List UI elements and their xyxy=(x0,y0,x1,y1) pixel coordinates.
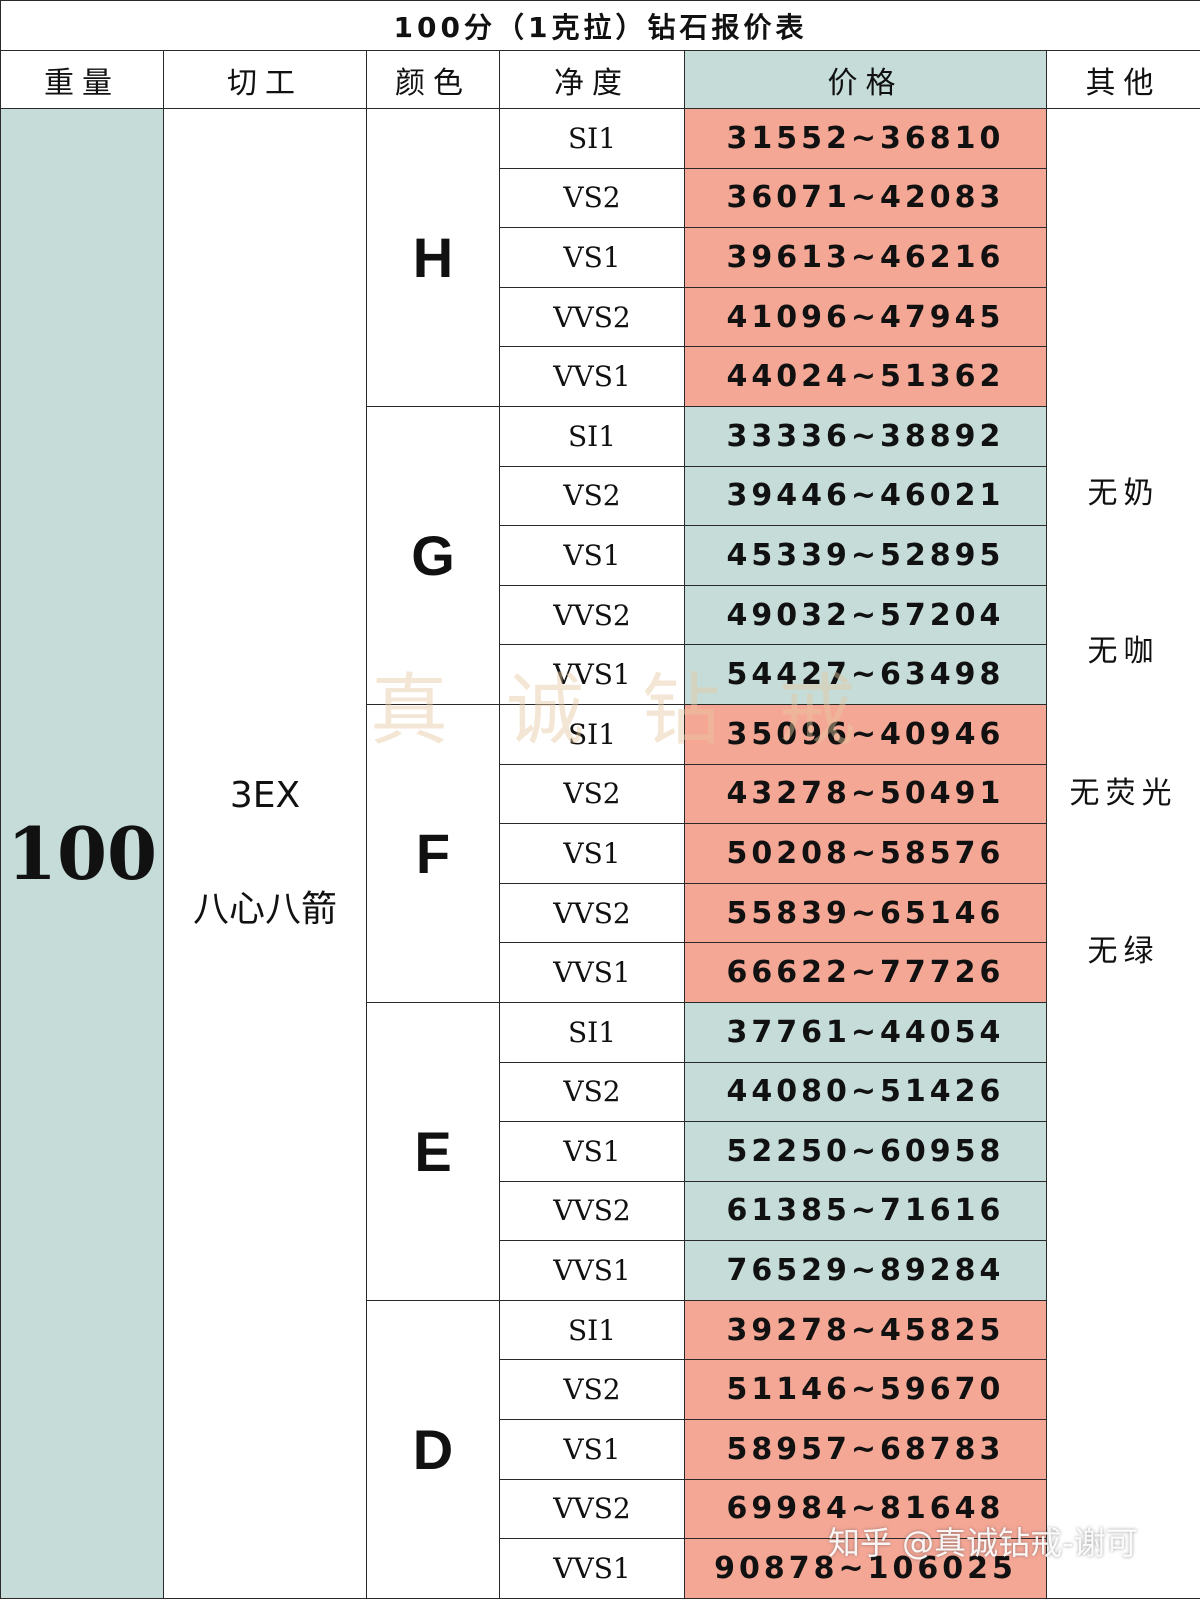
header-clarity: 净度 xyxy=(499,50,685,109)
table-row: VVS2 55839~65146 xyxy=(1,882,1200,944)
price-cell: 37761~44054 xyxy=(684,1001,1047,1063)
header-other: 其他 xyxy=(1046,50,1200,109)
price-cell: 50208~58576 xyxy=(684,823,1047,884)
color-grade-cell: D xyxy=(366,1299,500,1599)
price-cell: 39278~45825 xyxy=(684,1299,1047,1361)
table-row: VS1 50208~58576 xyxy=(1,823,1200,884)
clarity-cell: SI1 xyxy=(499,405,685,467)
price-cell: 36071~42083 xyxy=(684,167,1047,229)
price-cell: 69984~81648 xyxy=(684,1478,1047,1540)
table-row: F SI1 35096~40946 xyxy=(1,703,1200,1003)
color-grade-cell: H xyxy=(366,108,500,407)
price-cell: 35096~40946 xyxy=(684,703,1047,765)
table-row: E SI1 37761~44054 xyxy=(1,1001,1200,1301)
clarity-cell: VVS2 xyxy=(499,1180,685,1242)
price-cell: 52250~60958 xyxy=(684,1121,1047,1182)
clarity-cell: VS2 xyxy=(499,1359,685,1421)
table-row: D SI1 39278~45825 xyxy=(1,1299,1200,1599)
header-color: 颜色 xyxy=(366,50,500,109)
other-note: 无奶 xyxy=(1087,476,1160,512)
price-cell: 45339~52895 xyxy=(684,525,1047,586)
table-row: VVS1 90878~106025 xyxy=(1,1538,1200,1599)
clarity-cell: VVS1 xyxy=(499,942,685,1003)
clarity-cell: SI1 xyxy=(499,1001,685,1063)
header-price: 价格 xyxy=(684,50,1047,109)
price-cell: 31552~36810 xyxy=(684,108,1047,169)
weight-cell: 100 xyxy=(0,108,164,1599)
table-title: 100分（1克拉）钻石报价表 xyxy=(0,0,1200,51)
table-row: 100 3EX 八心八箭 H SI1 31552~36810 无奶 无咖 无荧光 无绿 xyxy=(0,108,1200,1599)
clarity-cell: SI1 xyxy=(499,703,685,765)
table-row: VS2 43278~50491 xyxy=(1,763,1200,825)
clarity-cell: VVS1 xyxy=(499,1538,685,1599)
price-cell: 66622~77726 xyxy=(684,942,1047,1003)
price-cell: 44080~51426 xyxy=(684,1061,1047,1123)
clarity-cell: SI1 xyxy=(499,108,685,169)
price-cell: 43278~50491 xyxy=(684,763,1047,825)
price-cell: 55839~65146 xyxy=(684,882,1047,944)
price-cell: 49032~57204 xyxy=(684,584,1047,646)
other-note: 无绿 xyxy=(1087,934,1160,970)
price-cell: 33336~38892 xyxy=(684,405,1047,467)
price-cell: 51146~59670 xyxy=(684,1359,1047,1421)
table-row: G SI1 33336~38892 xyxy=(1,405,1200,705)
cut-grade: 3EX xyxy=(229,775,301,817)
clarity-cell: VVS2 xyxy=(499,882,685,944)
clarity-cell: VVS2 xyxy=(499,584,685,646)
price-cell: 39446~46021 xyxy=(684,465,1047,527)
cut-pattern: 八心八箭 xyxy=(192,889,337,931)
table-row: VVS1 54427~63498 xyxy=(1,644,1200,705)
table-row: VS1 52250~60958 xyxy=(1,1121,1200,1182)
price-cell: 90878~106025 xyxy=(684,1538,1047,1599)
clarity-cell: VS2 xyxy=(499,167,685,229)
clarity-cell: VS1 xyxy=(499,823,685,884)
header-cut: 切工 xyxy=(163,50,367,109)
table-row: VVS1 44024~51362 xyxy=(1,346,1200,407)
color-grade-cell: F xyxy=(366,703,500,1003)
clarity-cell: VS2 xyxy=(499,763,685,825)
cut-cell: 3EX 八心八箭 xyxy=(163,108,367,1599)
other-notes-cell: 无奶 无咖 无荧光 无绿 xyxy=(1046,108,1200,1599)
clarity-cell: SI1 xyxy=(499,1299,685,1361)
clarity-cell: VS1 xyxy=(499,525,685,586)
clarity-cell: VVS1 xyxy=(499,644,685,705)
clarity-cell: VVS1 xyxy=(499,346,685,407)
price-cell: 76529~89284 xyxy=(684,1240,1047,1301)
table-row: VS2 44080~51426 xyxy=(1,1061,1200,1123)
clarity-cell: VVS2 xyxy=(499,1478,685,1540)
table-row: VVS1 76529~89284 xyxy=(1,1240,1200,1301)
price-cell: 58957~68783 xyxy=(684,1419,1047,1480)
other-note: 无荧光 xyxy=(1069,776,1178,812)
table-row: VVS1 66622~77726 xyxy=(1,942,1200,1003)
table-row: VVS2 69984~81648 xyxy=(1,1478,1200,1540)
header-weight: 重量 xyxy=(0,50,164,109)
clarity-cell: VS1 xyxy=(499,1419,685,1480)
clarity-cell: VS2 xyxy=(499,1061,685,1123)
price-cell: 61385~71616 xyxy=(684,1180,1047,1242)
clarity-cell: VS1 xyxy=(499,1121,685,1182)
price-cell: 41096~47945 xyxy=(684,286,1047,348)
color-grade-cell: E xyxy=(366,1001,500,1301)
table-row: VS1 45339~52895 xyxy=(1,525,1200,586)
table-row: VVS2 41096~47945 xyxy=(1,286,1200,348)
color-grade-cell: G xyxy=(366,405,500,705)
clarity-cell: VVS2 xyxy=(499,286,685,348)
table-row: VS2 39446~46021 xyxy=(1,465,1200,527)
title-row: 100分（1克拉）钻石报价表 xyxy=(0,0,1200,51)
price-cell: 44024~51362 xyxy=(684,346,1047,407)
header-row: 重量 切工 颜色 净度 价格 其他 xyxy=(0,50,1200,109)
other-note: 无咖 xyxy=(1087,634,1160,670)
clarity-cell: VS1 xyxy=(499,227,685,288)
table-row: VS1 58957~68783 xyxy=(1,1419,1200,1480)
clarity-cell: VS2 xyxy=(499,465,685,527)
clarity-cell: VVS1 xyxy=(499,1240,685,1301)
price-cell: 39613~46216 xyxy=(684,227,1047,288)
price-cell: 54427~63498 xyxy=(684,644,1047,705)
table-row: VVS2 61385~71616 xyxy=(1,1180,1200,1242)
